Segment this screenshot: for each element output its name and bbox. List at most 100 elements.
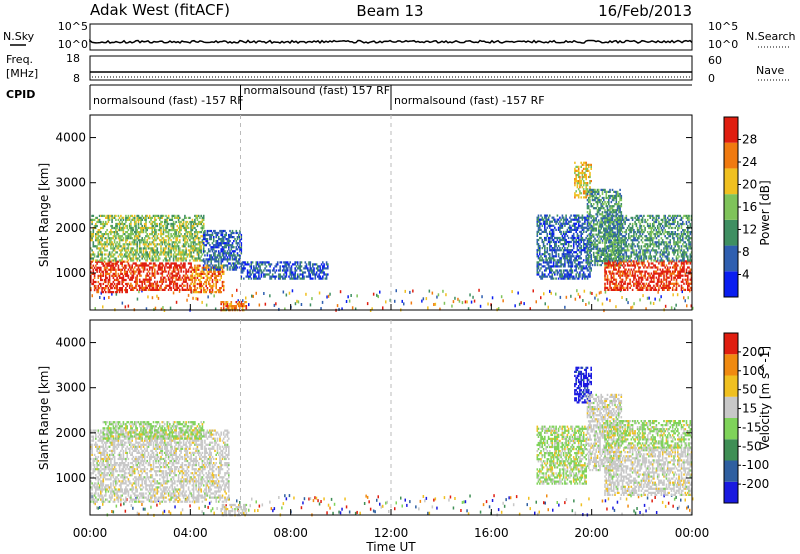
echo-cell (606, 205, 609, 208)
echo-cell (164, 247, 166, 250)
echo-cell (683, 296, 685, 300)
echo-cell (554, 218, 556, 221)
echo-cell (196, 257, 199, 260)
echo-cell (600, 237, 602, 240)
echo-cell (649, 274, 651, 277)
echo-cell (231, 294, 233, 298)
echo-cell (116, 278, 118, 282)
echo-cell (576, 228, 579, 231)
echo-cell (581, 222, 584, 225)
echo-cell (90, 276, 92, 279)
echo-cell (574, 169, 576, 172)
echo-cell (167, 276, 170, 279)
echo-cell (184, 214, 186, 217)
echo-cell (228, 307, 230, 310)
echo-cell (623, 286, 625, 289)
echo-cell (605, 221, 608, 224)
echo-cell (140, 218, 142, 221)
echo-cell (162, 241, 165, 244)
echo-cell (648, 262, 650, 265)
echo-cell (649, 288, 651, 291)
echo-cell (192, 249, 195, 252)
echo-cell (586, 277, 589, 280)
echo-cell (194, 266, 196, 269)
echo-cell (162, 247, 165, 250)
echo-cell (586, 203, 589, 206)
echo-cell (540, 255, 542, 258)
echo-cell (660, 272, 663, 275)
echo-cell (122, 231, 125, 234)
echo-cell (263, 275, 265, 278)
echo-cell (123, 270, 126, 273)
echo-cell (95, 260, 97, 263)
echo-cell (246, 261, 249, 264)
echo-cell (210, 248, 212, 251)
echo-cell (557, 249, 560, 252)
echo-cell (313, 273, 315, 276)
echo-cell (238, 303, 240, 306)
echo-cell (135, 224, 137, 228)
echo-cell (550, 228, 552, 231)
echo-cell (175, 216, 177, 219)
echo-cell (169, 251, 171, 254)
echo-cell (319, 269, 322, 272)
echo-cell (100, 284, 102, 288)
echo-cell (582, 271, 585, 274)
echo-cell (550, 249, 552, 252)
echo-cell (186, 274, 189, 277)
echo-cell (665, 280, 668, 283)
echo-cell (609, 213, 611, 216)
echo-cell (623, 260, 625, 263)
echo-cell (650, 262, 653, 265)
echo-cell (286, 269, 289, 272)
echo-cell (244, 261, 246, 264)
echo-cell (325, 277, 328, 280)
echo-cell (293, 275, 295, 278)
echo-cell (138, 247, 141, 250)
echo-cell (135, 229, 137, 232)
echo-cell (234, 254, 236, 257)
echo-cell (279, 275, 281, 278)
echo-cell (125, 251, 127, 254)
echo-cell (587, 190, 590, 193)
echo-cell (559, 224, 561, 227)
echo-cell (215, 250, 217, 253)
echo-cell (166, 226, 169, 230)
echo-cell (194, 226, 196, 230)
echo-cell (269, 263, 271, 266)
echo-cell (654, 272, 656, 275)
echo-cell (224, 246, 226, 249)
echo-cell (182, 239, 185, 242)
echo-cell (586, 192, 589, 196)
echo-cell (638, 266, 640, 269)
echo-cell (566, 222, 569, 225)
echo-cell (172, 233, 175, 236)
echo-cell (120, 239, 122, 242)
echo-cell (235, 305, 238, 308)
echo-cell (634, 276, 636, 279)
echo-cell (196, 251, 199, 254)
echo-cell (117, 268, 120, 271)
echo-cell (545, 269, 547, 272)
echo-cell (473, 299, 476, 303)
echo-cell (327, 263, 329, 266)
echo-cell (90, 264, 92, 267)
echo-cell (217, 264, 220, 267)
echo-cell (219, 244, 221, 247)
echo-cell (128, 224, 131, 228)
echo-cell (118, 259, 121, 262)
echo-cell (112, 237, 115, 240)
echo-cell (487, 302, 489, 306)
echo-cell (100, 222, 102, 226)
echo-cell (136, 251, 138, 254)
echo-cell (574, 218, 576, 221)
echo-cell (204, 291, 206, 294)
echo-cell (220, 276, 222, 279)
echo-cell (600, 264, 602, 267)
echo-cell (581, 224, 584, 227)
echo-cell (605, 286, 608, 289)
echo-cell (590, 249, 592, 252)
echo-cell (289, 271, 291, 274)
echo-cell (589, 194, 591, 197)
echo-cell (194, 270, 196, 273)
